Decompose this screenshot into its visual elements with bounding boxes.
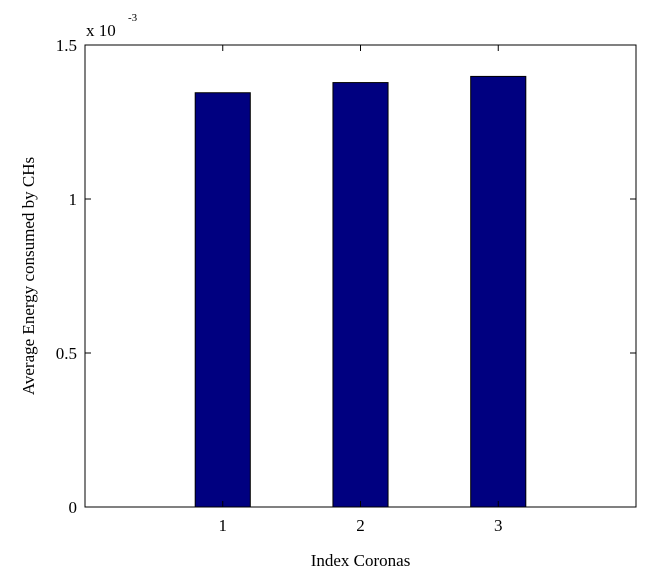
x-tick-label: 2: [356, 516, 365, 535]
y-exponent-power: -3: [128, 12, 138, 24]
y-tick-label: 0.5: [56, 344, 77, 363]
y-tick-label: 1: [69, 190, 78, 209]
bar-1: [194, 92, 251, 508]
bar-3: [470, 75, 527, 508]
y-tick-label: 0: [69, 498, 78, 517]
y-axis-ticks: 0 0.5 1 1.5: [56, 36, 636, 517]
y-tick-label: 1.5: [56, 36, 77, 55]
bars-group: [194, 75, 527, 508]
y-exponent-base: x 10: [86, 21, 116, 40]
bar-2: [332, 82, 389, 508]
x-tick-label: 1: [219, 516, 228, 535]
x-axis-ticks: 1 2 3: [219, 45, 503, 535]
y-axis-title: Average Energy consumed by CHs: [19, 157, 38, 395]
x-tick-label: 3: [494, 516, 503, 535]
x-axis-title: Index Coronas: [311, 551, 411, 570]
